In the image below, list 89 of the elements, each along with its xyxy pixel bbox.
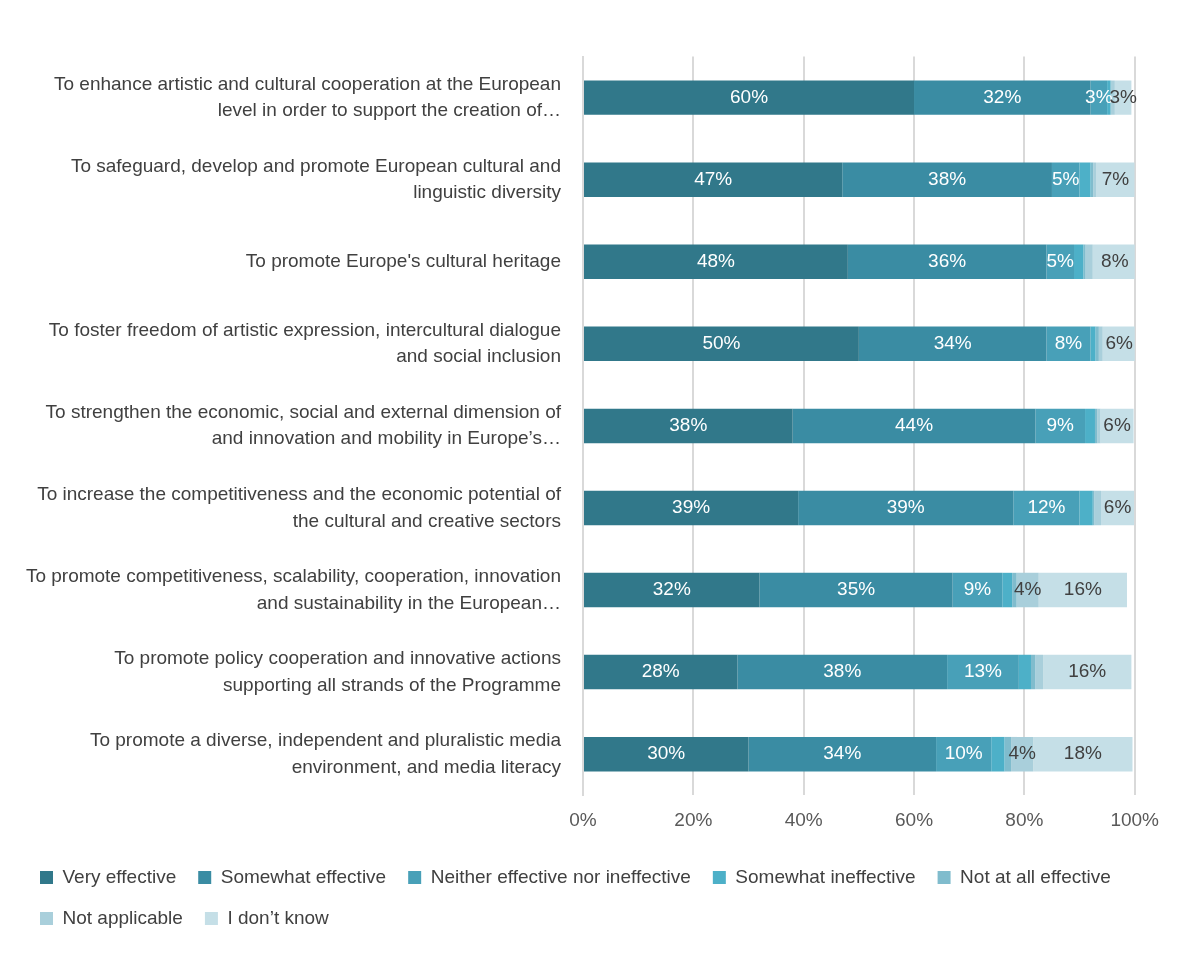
legend-label: Not applicable: [62, 906, 183, 928]
legend-label: Neither effective nor ineffective: [430, 865, 691, 887]
bar: [1018, 654, 1031, 690]
bar: [584, 490, 799, 526]
bar: [584, 572, 760, 608]
x-tick-label: 80%: [1005, 808, 1044, 830]
x-tick-label: 20%: [674, 808, 713, 830]
x-tick-label: 40%: [784, 808, 823, 830]
bar: [842, 162, 1052, 197]
data-label: 6%: [1103, 496, 1132, 518]
bar: [584, 162, 843, 197]
bar: [1085, 244, 1093, 279]
y-tick-label: To strengthen the economic, social and external dimension of and innovation and mobility in Europe’s…: [45, 400, 562, 449]
data-label: 5%: [1046, 250, 1075, 271]
legend-label: Not at all effective: [960, 865, 1111, 887]
bar: [584, 654, 738, 690]
data-label: 48%: [696, 250, 736, 271]
x-tick-label: 60%: [895, 808, 934, 830]
data-label: 30%: [647, 742, 686, 764]
y-tick-label: To promote competitiveness, scalability, cooperation, innovation and sustainability in the European…: [25, 564, 561, 613]
data-label: 60%: [730, 85, 769, 107]
bar: [1074, 244, 1084, 279]
bar: [1079, 490, 1093, 526]
data-label: 32%: [652, 578, 691, 600]
legend-label: Somewhat ineffective: [735, 865, 916, 887]
data-label: 50%: [702, 332, 741, 354]
y-tick-label: To promote Europe's cultural heritage: [245, 250, 561, 271]
bar: [1098, 326, 1103, 362]
y-tick-label: To foster freedom of artistic expression, intercultural dialogue and social inclusion: [48, 318, 561, 367]
bar: [759, 572, 953, 608]
bar: [748, 736, 937, 772]
bar: [584, 244, 848, 279]
bar: [1085, 408, 1095, 444]
bar: [1043, 654, 1132, 690]
bar: [847, 244, 1047, 279]
bar: [1090, 326, 1096, 362]
data-label: 16%: [1063, 578, 1102, 600]
data-label: 9%: [1046, 414, 1075, 436]
data-label: 44%: [895, 414, 934, 436]
y-tick-label: To safeguard, develop and promote European cultural and linguistic diversity: [70, 154, 562, 203]
data-label: 32%: [983, 85, 1022, 107]
bar: [1079, 162, 1091, 197]
bar: [991, 736, 1005, 772]
legend-label: I don’t know: [227, 906, 330, 928]
x-tick-label: 0%: [569, 808, 597, 830]
data-label: 6%: [1105, 332, 1134, 354]
x-tick-label: 100%: [1110, 808, 1160, 830]
data-label: 10%: [944, 742, 983, 764]
bar: [798, 490, 1014, 526]
data-label: 9%: [963, 578, 992, 600]
y-tick-label: To enhance artistic and cultural cooperation at the European level in order to support the creation of…: [54, 72, 561, 121]
data-label: 28%: [641, 660, 680, 682]
data-label: 4%: [1013, 578, 1042, 600]
data-label: 35%: [837, 578, 876, 600]
data-label: 47%: [694, 167, 733, 189]
data-label: 5%: [1052, 167, 1080, 189]
data-label: 12%: [1027, 496, 1066, 518]
data-label: 39%: [886, 496, 925, 518]
bar: [584, 326, 859, 362]
data-label: 4%: [1008, 742, 1036, 764]
legend-label: Very effective: [62, 865, 177, 887]
data-label: 8%: [1101, 250, 1129, 271]
bar: [792, 408, 1036, 444]
data-label: 34%: [933, 332, 972, 354]
data-label: 18%: [1063, 742, 1102, 764]
bar: [1035, 654, 1044, 690]
data-label: 38%: [928, 167, 967, 189]
data-label: 38%: [669, 414, 708, 436]
data-label: 34%: [823, 742, 862, 764]
data-label: 38%: [823, 660, 862, 682]
data-label: 39%: [672, 496, 711, 518]
bar: [1002, 572, 1013, 608]
data-label: 8%: [1054, 332, 1083, 354]
bar: [584, 736, 749, 772]
bar: [584, 408, 793, 444]
data-label: 6%: [1103, 414, 1131, 436]
data-label: 13%: [963, 660, 1003, 682]
bar: [1094, 490, 1102, 526]
data-label: 7%: [1101, 167, 1130, 189]
y-tick-label: To promote a diverse, independent and pluralistic media environment, and media literacy: [89, 729, 562, 777]
bar: [1083, 244, 1086, 279]
bar: [737, 654, 948, 690]
bar: [858, 326, 1047, 362]
y-tick-label: To increase the competitiveness and the economic potential of the cultural and creative sectors: [37, 482, 562, 531]
data-label: 36%: [928, 250, 967, 271]
y-tick-label: To promote policy cooperation and innovative actions supporting all strands of the Programme: [114, 647, 561, 695]
bar: [584, 80, 915, 115]
data-label: 16%: [1068, 660, 1107, 682]
legend-label: Somewhat effective: [220, 865, 387, 887]
